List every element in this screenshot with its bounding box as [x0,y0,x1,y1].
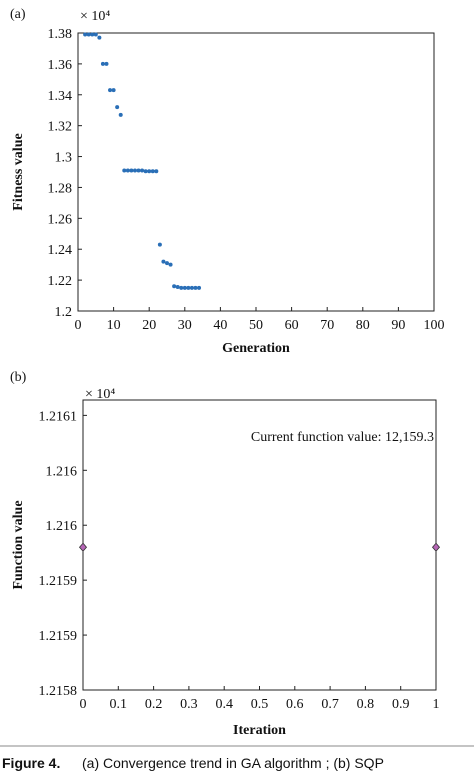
data-point [90,32,95,37]
x-tick-label: 0.7 [321,697,339,712]
data-point [168,262,173,267]
data-point [125,168,130,173]
y-tick-label: 1.34 [48,89,73,104]
x-tick-label: 0.3 [180,697,198,712]
y-tick-label: 1.216 [46,519,78,534]
x-tick-label: 60 [285,318,299,333]
x-tick-label: 0.6 [286,697,304,712]
y-tick-label: 1.28 [48,181,73,196]
data-point [100,61,105,66]
data-point [118,112,123,117]
x-tick-label: 50 [249,318,263,333]
y-axis-label: Fitness value [11,133,26,210]
x-tick-label: 0 [80,697,87,712]
data-point [86,32,91,37]
data-point [197,285,202,290]
panel-label: (a) [10,7,26,22]
y-tick-label: 1.2161 [39,409,78,424]
data-point [111,88,116,93]
annotation: Current function value: 12,159.3 [251,430,434,445]
y-tick-label: 1.3 [55,151,73,166]
data-point [165,261,169,266]
x-tick-label: 0.4 [215,697,233,712]
x-tick-label: 90 [391,318,405,333]
data-point [147,169,152,174]
x-tick-label: 0 [75,318,82,333]
x-tick-label: 40 [213,318,227,333]
x-tick-label: 0.5 [251,697,269,712]
data-point [97,35,102,40]
data-point [93,32,98,37]
x-tick-label: 10 [107,318,121,333]
data-point [108,88,113,93]
y-scale-label: × 10⁴ [85,387,115,402]
y-tick-label: 1.32 [48,120,73,135]
data-point [182,285,187,290]
y-tick-label: 1.216 [46,464,78,479]
y-tick-label: 1.36 [48,58,73,73]
x-tick-label: 100 [424,318,445,333]
data-point [175,285,180,290]
y-tick-label: 1.2 [55,305,73,320]
y-tick-label: 1.2159 [39,574,78,589]
x-tick-label: 0.9 [392,697,410,712]
data-point [136,168,141,173]
x-tick-label: 70 [320,318,334,333]
data-point [78,542,88,552]
data-point [179,285,184,290]
data-point [129,168,134,173]
x-tick-label: 0.2 [145,697,163,712]
y-tick-label: 1.24 [48,243,73,258]
data-point [122,168,127,173]
x-axis-label: Generation [222,341,290,356]
data-point [104,61,109,66]
x-tick-label: 20 [142,318,156,333]
x-tick-label: 1 [433,697,440,712]
x-tick-label: 30 [178,318,192,333]
data-point [150,169,155,174]
y-scale-label: × 10⁴ [80,9,110,24]
y-tick-label: 1.22 [48,274,73,289]
data-point [115,105,120,110]
data-point [193,285,198,290]
caption-label: Figure 4. [2,755,60,771]
data-point [132,168,137,173]
y-axis-label: Function value [11,500,26,589]
data-point [161,259,166,264]
y-tick-label: 1.2159 [39,629,78,644]
data-point [154,169,159,174]
data-point [157,242,162,247]
data-point [143,169,148,174]
y-tick-label: 1.38 [48,27,73,42]
data-point [140,168,145,173]
x-tick-label: 80 [356,318,370,333]
data-point [431,542,441,552]
x-tick-label: 0.1 [110,697,128,712]
panel-label: (b) [10,370,27,385]
caption-text: (a) Convergence trend in GA algorithm ; … [82,755,384,771]
data-point [172,284,177,289]
data-point [189,285,194,290]
y-tick-label: 1.2158 [39,684,78,699]
y-tick-label: 1.26 [48,212,73,227]
data-point [83,32,88,37]
x-axis-label: Iteration [233,723,286,738]
x-tick-label: 0.8 [357,697,375,712]
data-point [186,285,191,290]
